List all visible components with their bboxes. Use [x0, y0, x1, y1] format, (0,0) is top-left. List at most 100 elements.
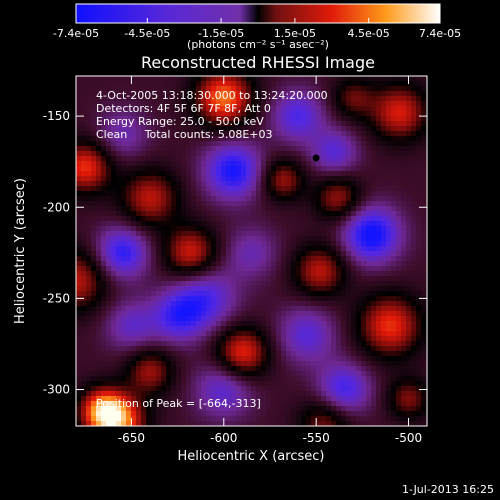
heatmap-cell: [166, 341, 171, 346]
heatmap-cell: [276, 76, 281, 81]
heatmap-cell: [291, 276, 296, 281]
heatmap-cell: [156, 106, 161, 111]
heatmap-cell: [241, 396, 246, 401]
heatmap-cell: [406, 301, 411, 306]
heatmap-cell: [326, 246, 331, 251]
heatmap-cell: [356, 86, 361, 91]
heatmap-cell: [186, 101, 191, 106]
heatmap-cell: [386, 311, 391, 316]
heatmap-cell: [346, 376, 351, 381]
heatmap-cell: [181, 271, 186, 276]
heatmap-cell: [416, 351, 421, 356]
heatmap-cell: [311, 266, 316, 271]
heatmap-cell: [156, 251, 161, 256]
heatmap-cell: [236, 411, 241, 416]
heatmap-cell: [351, 406, 356, 411]
heatmap-cell: [321, 416, 326, 421]
heatmap-cell: [91, 281, 96, 286]
heatmap-cell: [366, 311, 371, 316]
heatmap-cell: [191, 191, 196, 196]
heatmap-cell: [246, 356, 251, 361]
heatmap-cell: [211, 371, 216, 376]
heatmap-cell: [196, 311, 201, 316]
heatmap-cell: [171, 356, 176, 361]
heatmap-cell: [321, 91, 326, 96]
heatmap-cell: [186, 366, 191, 371]
heatmap-cell: [81, 186, 86, 191]
heatmap-cell: [111, 386, 116, 391]
heatmap-cell: [111, 201, 116, 206]
heatmap-cell: [221, 86, 226, 91]
heatmap-cell: [281, 366, 286, 371]
heatmap-cell: [211, 311, 216, 316]
heatmap-cell: [156, 216, 161, 221]
heatmap-cell: [181, 106, 186, 111]
heatmap-cell: [176, 396, 181, 401]
heatmap-cell: [416, 146, 421, 151]
heatmap-cell: [106, 366, 111, 371]
heatmap-cell: [306, 211, 311, 216]
heatmap-cell: [336, 251, 341, 256]
heatmap-cell: [76, 156, 81, 161]
heatmap-cell: [181, 336, 186, 341]
heatmap-cell: [136, 201, 141, 206]
heatmap-cell: [91, 406, 96, 411]
heatmap-cell: [346, 171, 351, 176]
heatmap-cell: [286, 201, 291, 206]
heatmap-cell: [186, 91, 191, 96]
heatmap-cell: [286, 421, 291, 426]
heatmap-cell: [176, 321, 181, 326]
heatmap-cell: [331, 346, 336, 351]
heatmap-cell: [136, 126, 141, 131]
heatmap-cell: [116, 166, 121, 171]
heatmap-cell: [391, 91, 396, 96]
heatmap-cell: [351, 331, 356, 336]
heatmap-cell: [231, 166, 236, 171]
heatmap-cell: [351, 391, 356, 396]
heatmap-cell: [381, 276, 386, 281]
heatmap-cell: [301, 116, 306, 121]
heatmap-cell: [261, 306, 266, 311]
heatmap-cell: [321, 231, 326, 236]
heatmap-cell: [351, 226, 356, 231]
heatmap-cell: [236, 311, 241, 316]
heatmap-cell: [211, 176, 216, 181]
heatmap-cell: [286, 156, 291, 161]
heatmap-cell: [411, 386, 416, 391]
heatmap-cell: [381, 241, 386, 246]
heatmap-cell: [291, 356, 296, 361]
heatmap-cell: [251, 111, 256, 116]
heatmap-cell: [391, 211, 396, 216]
heatmap-cell: [356, 266, 361, 271]
heatmap-cell: [376, 356, 381, 361]
heatmap-cell: [386, 391, 391, 396]
heatmap-cell: [141, 291, 146, 296]
heatmap-cell: [331, 111, 336, 116]
heatmap-cell: [371, 361, 376, 366]
heatmap-cell: [116, 96, 121, 101]
heatmap-cell: [216, 91, 221, 96]
heatmap-cell: [406, 311, 411, 316]
heatmap-cell: [211, 81, 216, 86]
heatmap-cell: [416, 231, 421, 236]
heatmap-cell: [76, 401, 81, 406]
heatmap-cell: [266, 246, 271, 251]
heatmap-cell: [116, 261, 121, 266]
heatmap-cell: [301, 171, 306, 176]
heatmap-cell: [231, 381, 236, 386]
heatmap-cell: [316, 186, 321, 191]
heatmap-cell: [301, 421, 306, 426]
heatmap-cell: [416, 246, 421, 251]
heatmap-cell: [421, 186, 426, 191]
heatmap-cell: [146, 326, 151, 331]
heatmap-cell: [286, 321, 291, 326]
heatmap-cell: [106, 276, 111, 281]
heatmap-cell: [311, 211, 316, 216]
heatmap-cell: [356, 346, 361, 351]
heatmap-cell: [211, 406, 216, 411]
heatmap-cell: [346, 131, 351, 136]
heatmap-cell: [186, 251, 191, 256]
heatmap-cell: [151, 411, 156, 416]
heatmap-cell: [191, 261, 196, 266]
heatmap-cell: [191, 76, 196, 81]
